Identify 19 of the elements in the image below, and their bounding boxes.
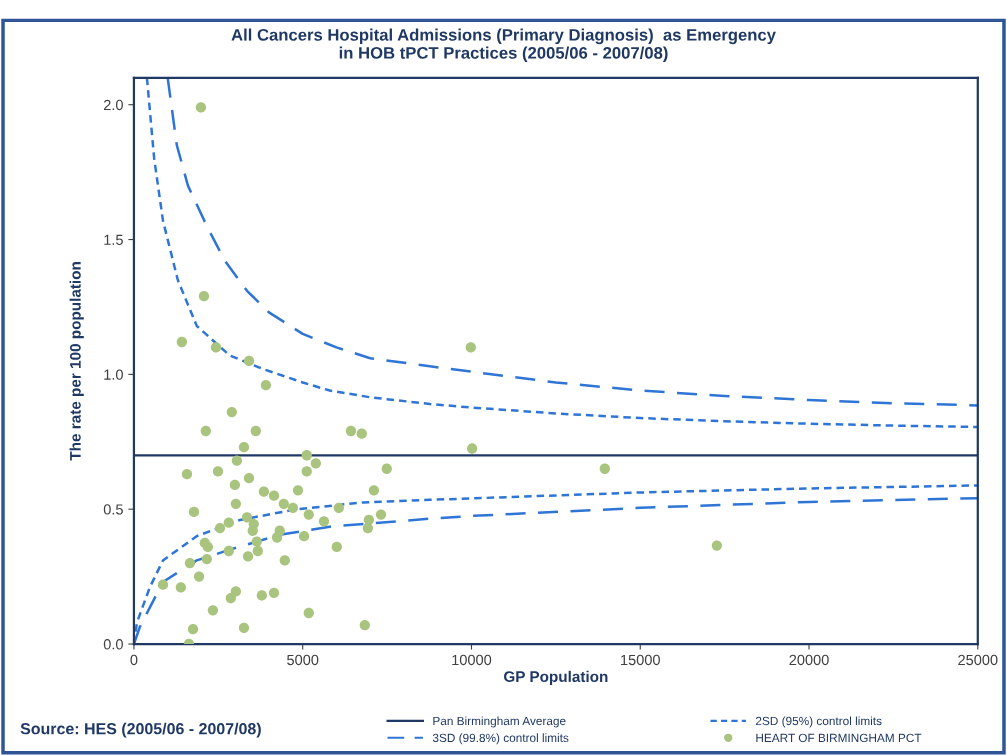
legend-label: Pan Birmingham Average: [433, 716, 566, 728]
x-tick-label: 15000: [621, 654, 660, 666]
x-tick-label: 20000: [789, 654, 829, 666]
y-tick-label: 2.0: [103, 99, 123, 111]
y-axis-title: The rate per 100 population: [69, 262, 84, 461]
chart-title: All Cancers Hospital Admissions (Primary Diagnosis) as Emergency in HOB tPCT Practices (2005/06 - 2007/08): [231, 28, 776, 63]
x-tick-label: 0: [130, 654, 138, 666]
y-tick-label: 1.5: [104, 234, 123, 245]
source-note: Source: HES (2005/06 - 2007/08): [20, 722, 261, 738]
y-tick-label: 0.0: [103, 639, 123, 650]
x-tick-label: 5000: [287, 654, 319, 666]
y-tick-label: 1.0: [104, 369, 123, 380]
x-tick-label: 25000: [958, 654, 998, 666]
legend-label: 2SD (95%) control limits: [755, 716, 882, 728]
y-tick-label: 0.5: [103, 504, 123, 515]
legend-label: 3SD (99.8%) control limits: [432, 733, 569, 745]
legend-label: HEART OF BIRMINGHAM PCT: [756, 733, 922, 743]
x-tick-label: 10000: [452, 654, 492, 666]
x-axis-title: GP Population: [504, 670, 608, 686]
